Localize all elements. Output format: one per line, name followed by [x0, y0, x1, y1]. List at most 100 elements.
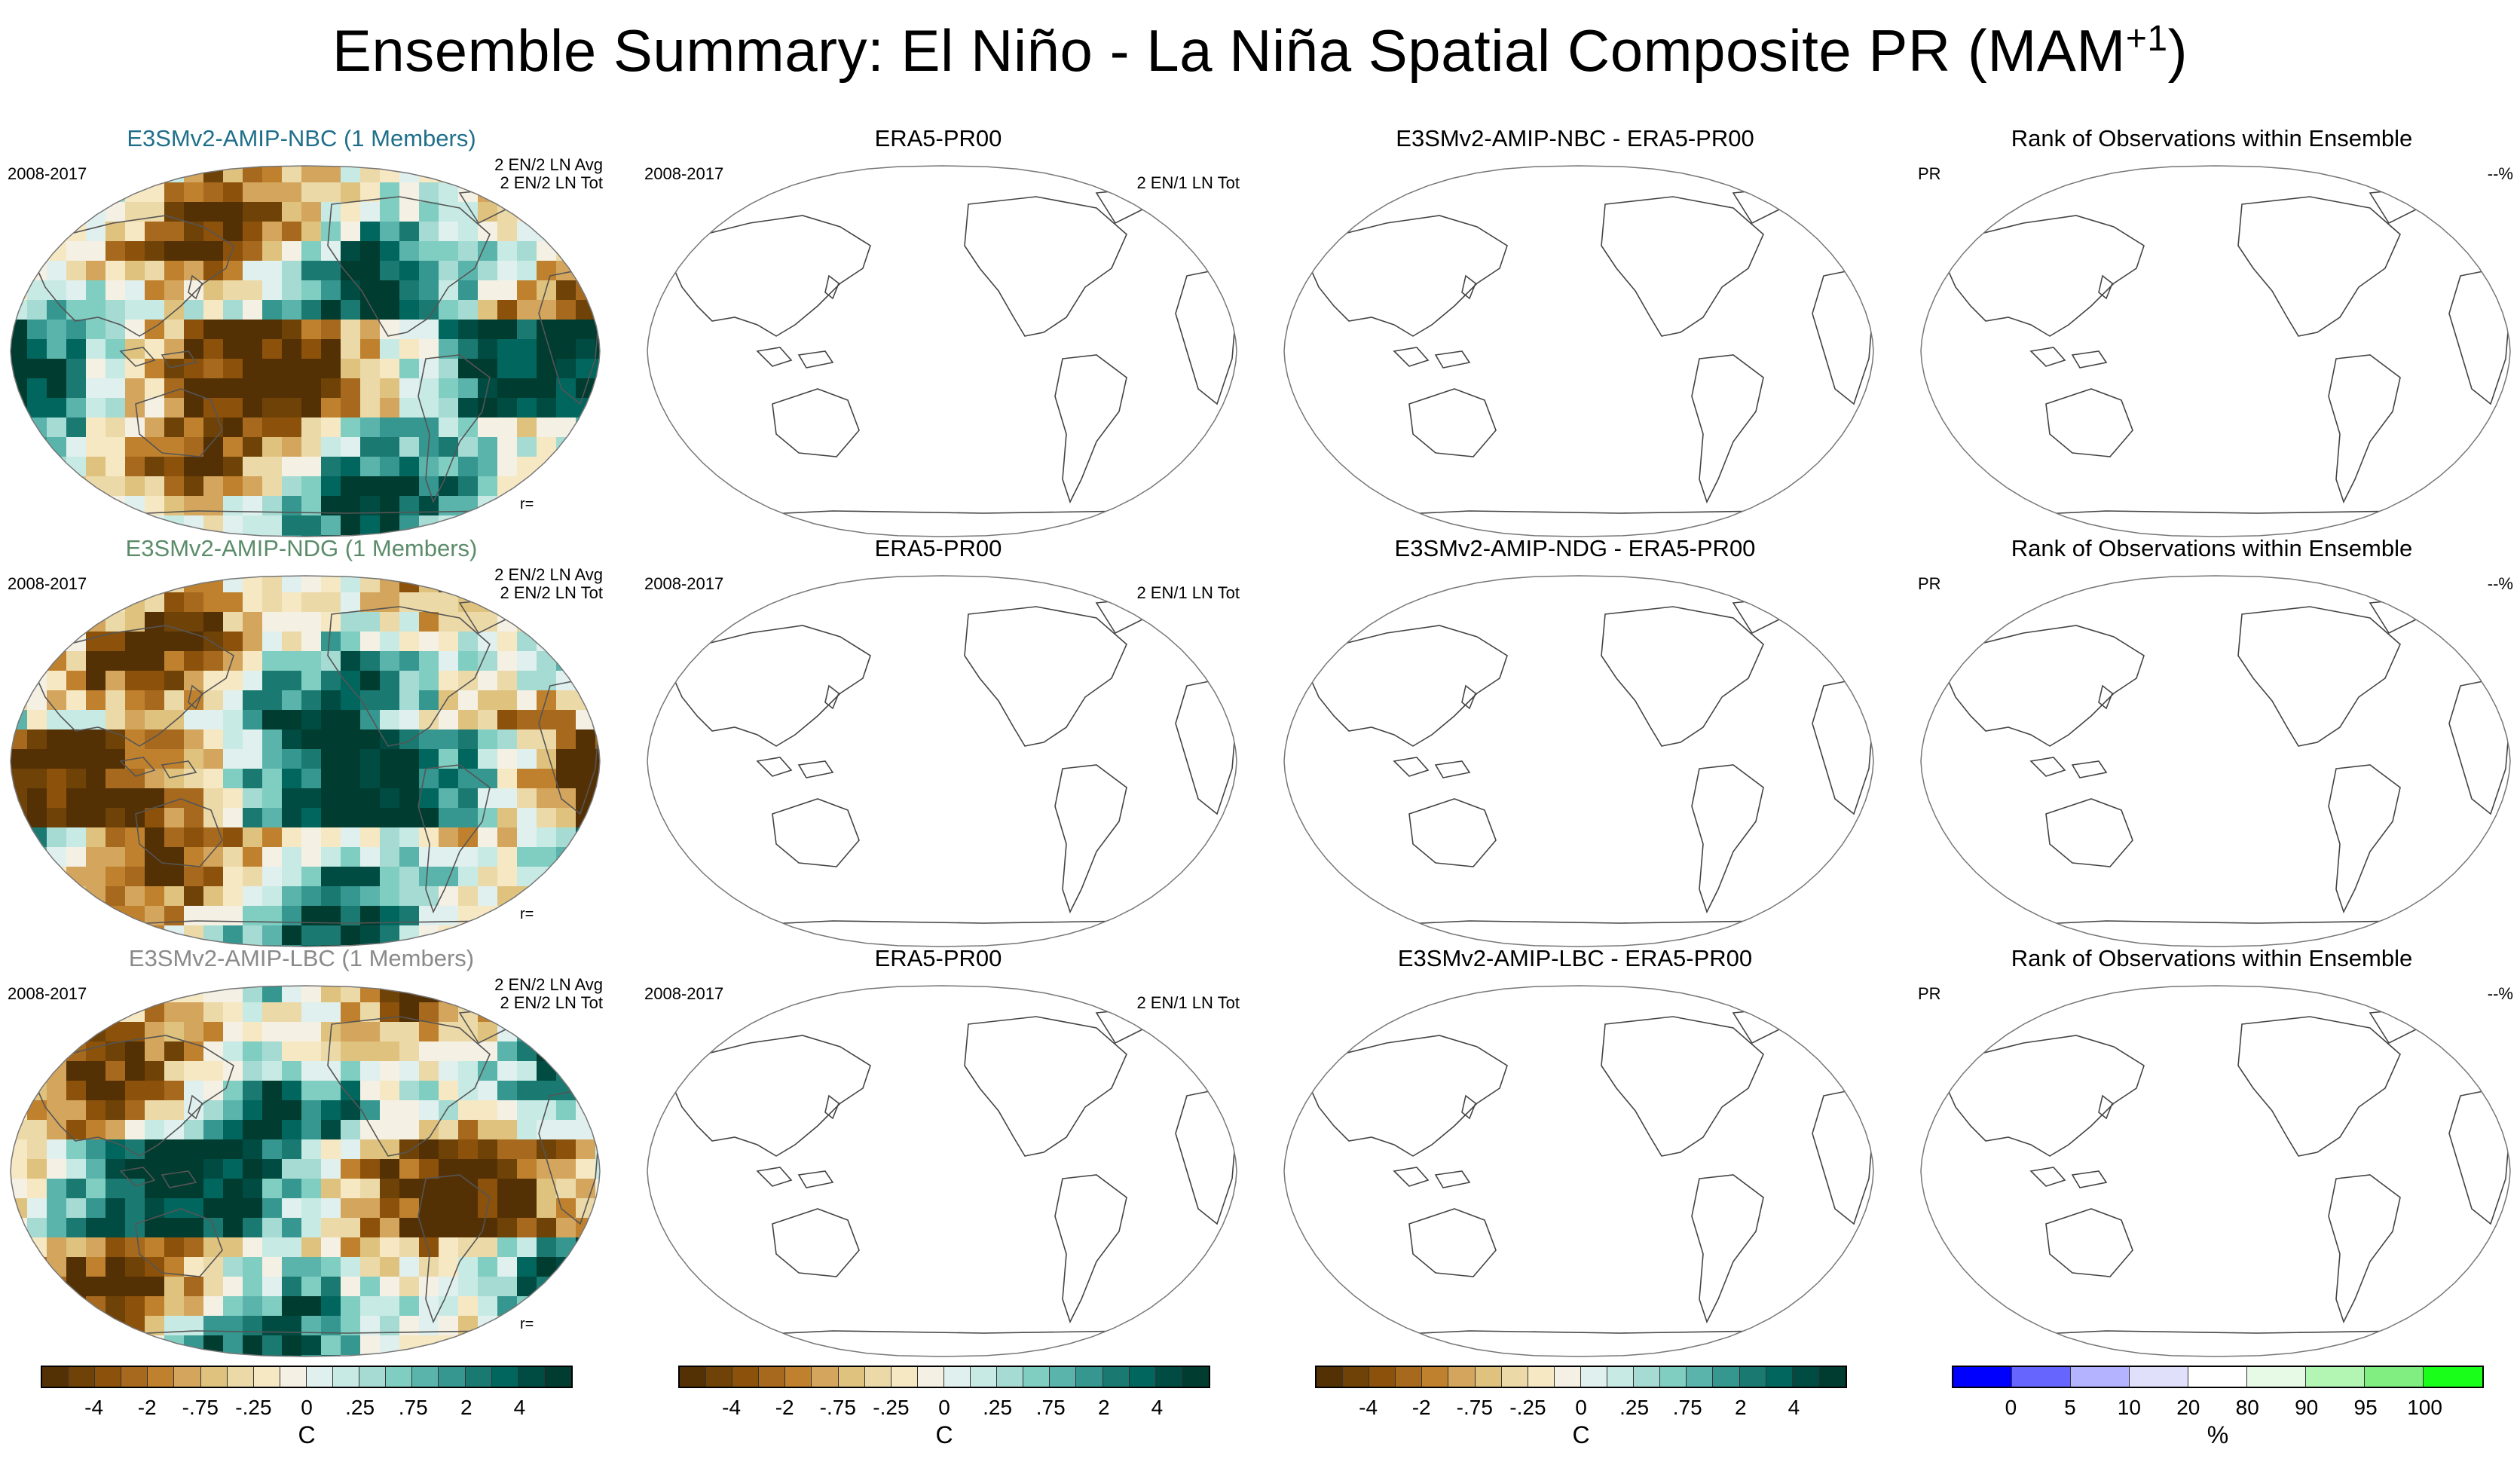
field-cell: [47, 417, 67, 438]
field-cell: [595, 300, 600, 320]
field-cell: [262, 867, 283, 887]
coastline: [964, 606, 1127, 747]
field-cell: [321, 808, 341, 828]
field-cell: [341, 1198, 361, 1219]
field-cell: [203, 1179, 224, 1199]
field-cell: [556, 222, 576, 242]
field-cell: [497, 437, 518, 457]
field-cell: [11, 1159, 28, 1179]
field-cell: [125, 166, 145, 183]
field-cell: [47, 1179, 67, 1199]
field-cell: [458, 1296, 479, 1317]
field-cell: [478, 1296, 498, 1317]
colorbar-swatch: [1448, 1367, 1476, 1387]
field-cell: [203, 1316, 224, 1336]
field-cell: [419, 749, 439, 769]
field-cell: [439, 1139, 459, 1160]
field-cell: [262, 986, 283, 1003]
colorbar-swatch: [2423, 1367, 2482, 1387]
field-cell: [47, 359, 67, 379]
field-cell: [86, 1139, 106, 1160]
field-cell: [11, 222, 28, 242]
field-cell: [164, 202, 185, 222]
field-cell: [106, 1335, 126, 1356]
field-cell: [458, 710, 479, 730]
field-cell: [478, 1335, 498, 1356]
colorbar-tick-label: 2: [1098, 1396, 1110, 1419]
coastline: [1095, 1008, 1147, 1045]
field-cell: [125, 847, 145, 867]
field-cell: [556, 1041, 576, 1062]
field-cell: [399, 398, 420, 418]
field-cell: [380, 1277, 400, 1297]
field-cell: [27, 476, 47, 497]
field-cell: [282, 749, 302, 769]
field-cell: [439, 1061, 459, 1081]
field-cell: [497, 1257, 518, 1277]
field-cell: [380, 651, 400, 671]
field-cell: [537, 886, 557, 907]
field-cell: [145, 1355, 165, 1356]
field-cell: [321, 1120, 341, 1140]
field-cell: [497, 729, 518, 750]
field-cell: [341, 320, 361, 340]
field-cell: [301, 612, 322, 632]
field-cell: [458, 1022, 479, 1042]
field-cell: [360, 1022, 381, 1042]
field-cell: [360, 1061, 381, 1081]
field-cell: [86, 1022, 106, 1042]
field-cell: [282, 1081, 302, 1101]
field-cell: [399, 1218, 420, 1238]
field-cell: [537, 808, 557, 828]
field-cell: [66, 1061, 87, 1081]
field-cell: [576, 1041, 596, 1062]
field-cell: [595, 241, 600, 262]
field-cell: [184, 496, 204, 516]
field-cell: [145, 1022, 165, 1042]
field-cell: [399, 378, 420, 399]
field-cell: [419, 886, 439, 907]
field-cell: [243, 867, 263, 887]
field-cell: [47, 769, 67, 789]
field-cell: [145, 1237, 165, 1258]
field-cell: [27, 1198, 47, 1219]
coastline: [665, 625, 871, 747]
field-cell: [399, 808, 420, 828]
coastline: [772, 1208, 860, 1277]
field-cell: [458, 1139, 479, 1160]
field-cell: [106, 1198, 126, 1219]
field-cell: [106, 1277, 126, 1297]
field-cell: [184, 378, 204, 399]
field-cell: [243, 986, 263, 1003]
field-cell: [497, 261, 518, 281]
field-cell: [341, 457, 361, 477]
field-cell: [595, 417, 600, 438]
field-cell: [243, 710, 263, 730]
field-cell: [86, 986, 106, 1003]
field-cell: [399, 437, 420, 457]
field-cell: [282, 1120, 302, 1140]
field-cell: [380, 1355, 400, 1356]
field-cell: [86, 847, 106, 867]
map-border: [647, 985, 1237, 1357]
field-cell: [478, 808, 498, 828]
field-cell: [262, 1237, 283, 1258]
field-cell: [262, 300, 283, 320]
field-cell: [262, 788, 283, 809]
field-cell: [595, 1355, 600, 1356]
field-cell: [66, 1316, 87, 1336]
colorbar-swatch: [491, 1367, 518, 1387]
difference-map: [1283, 165, 1874, 537]
colorbar-unit: C: [935, 1421, 953, 1448]
field-cell: [262, 1218, 283, 1238]
colorbar-swatch: [732, 1367, 760, 1387]
field-cell: [360, 261, 381, 281]
field-cell: [576, 1159, 596, 1179]
field-cell: [184, 1198, 204, 1219]
field-cell: [497, 1355, 518, 1356]
field-cell: [556, 261, 576, 281]
field-cell: [282, 867, 302, 887]
field-cell: [282, 1218, 302, 1238]
field-cell: [47, 906, 67, 926]
field-cell: [556, 1061, 576, 1081]
